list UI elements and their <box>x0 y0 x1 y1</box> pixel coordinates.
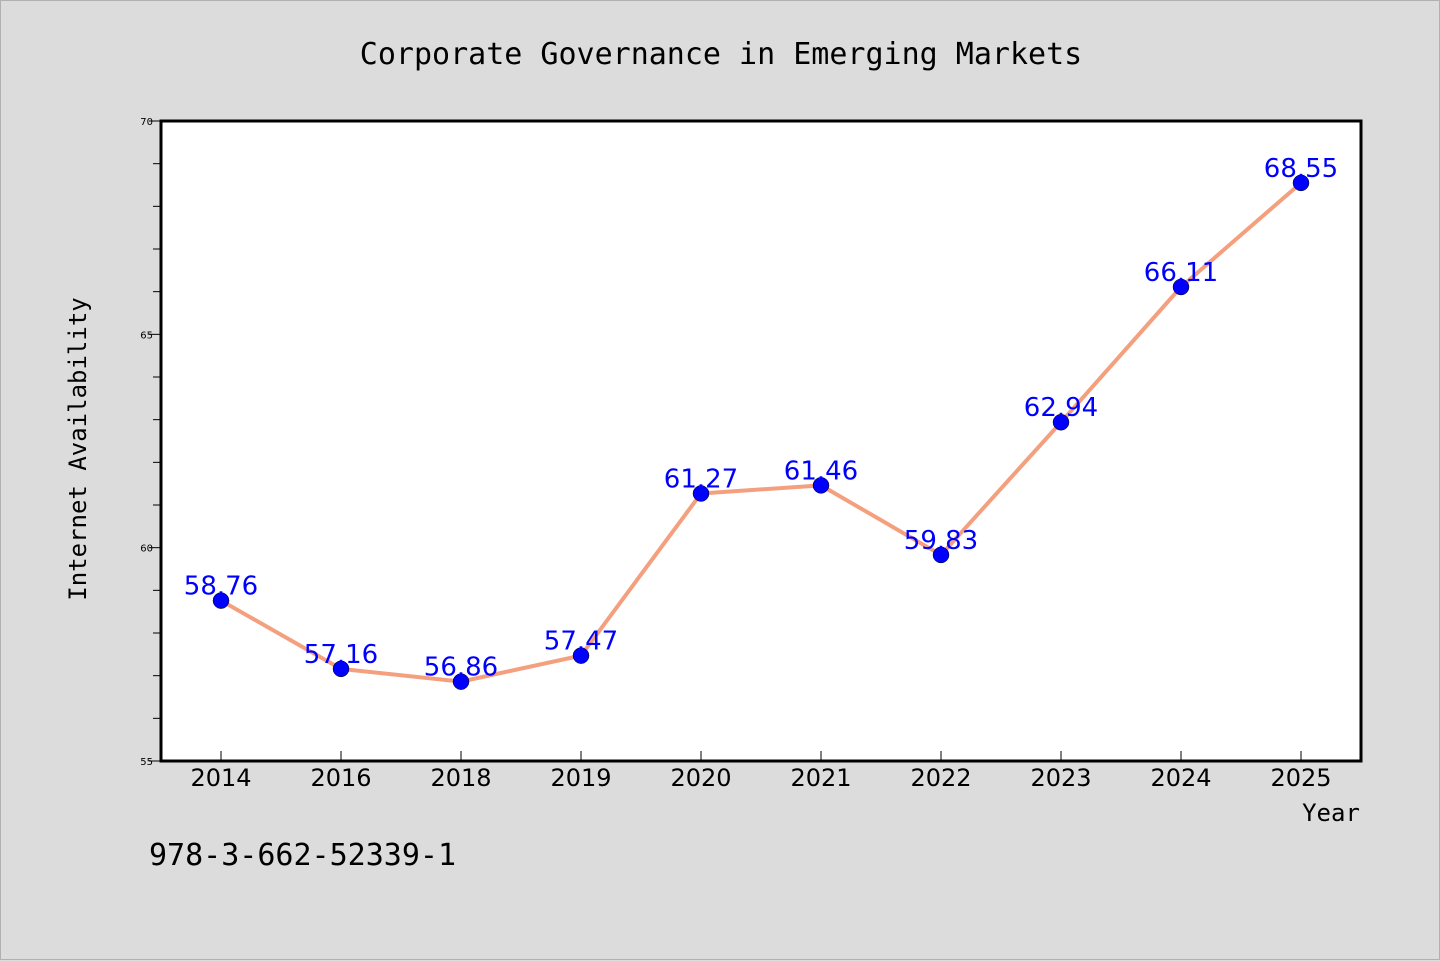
data-label: 57.16 <box>304 640 378 670</box>
x-tick-label: 2021 <box>790 764 851 792</box>
data-label: 66.11 <box>1144 258 1218 288</box>
x-tick-label: 2016 <box>310 764 371 792</box>
y-tick-label: 55 <box>140 757 153 768</box>
data-label: 61.46 <box>784 456 858 486</box>
x-tick-label: 2024 <box>1150 764 1211 792</box>
footer-isbn: 978-3-662-52339-1 <box>149 838 456 873</box>
data-point <box>812 477 830 494</box>
series-line <box>220 181 1303 684</box>
x-tick-label: 2025 <box>1270 764 1331 792</box>
x-tick-label: 2023 <box>1030 764 1091 792</box>
x-tick-label: 2019 <box>550 764 611 792</box>
data-label: 59.83 <box>904 526 978 556</box>
data-label: 68.55 <box>1264 154 1338 184</box>
data-label: 56.86 <box>424 653 498 683</box>
plot-area <box>159 119 1363 763</box>
data-point <box>1052 413 1070 431</box>
data-point <box>452 673 470 690</box>
x-tick-label: 2020 <box>670 764 731 792</box>
y-axis-label: Internet Availability <box>64 297 92 600</box>
series-markers <box>212 174 1310 690</box>
data-labels: 58.76 57.16 56.86 57.47 61.27 61.46 59.83 62.94… <box>184 154 1338 683</box>
data-point <box>692 485 710 502</box>
data-point <box>932 546 950 564</box>
data-point <box>572 647 590 664</box>
y-tick-label: 60 <box>140 544 153 555</box>
x-axis: 2014 2016 2018 2019 2020 2021 2022 2023 2024 2025 <box>190 751 1332 792</box>
y-tick-label: 65 <box>140 330 153 341</box>
chart-title: Corporate Governance in Emerging Markets <box>360 37 1082 72</box>
data-point <box>1292 174 1310 192</box>
y-tick-label: 70 <box>140 117 153 128</box>
data-label: 62.94 <box>1024 393 1098 423</box>
x-tick-label: 2018 <box>430 764 491 792</box>
data-label: 58.76 <box>184 572 258 602</box>
data-label: 57.47 <box>544 627 618 657</box>
x-tick-label: 2022 <box>910 764 971 792</box>
x-axis-label: Year <box>1302 799 1360 827</box>
data-point <box>332 660 350 678</box>
data-label: 61.27 <box>664 464 738 494</box>
data-point <box>212 592 230 609</box>
x-tick-label: 2014 <box>190 764 251 792</box>
y-axis: 55 60 65 70 <box>140 117 161 768</box>
data-point <box>1172 278 1190 296</box>
